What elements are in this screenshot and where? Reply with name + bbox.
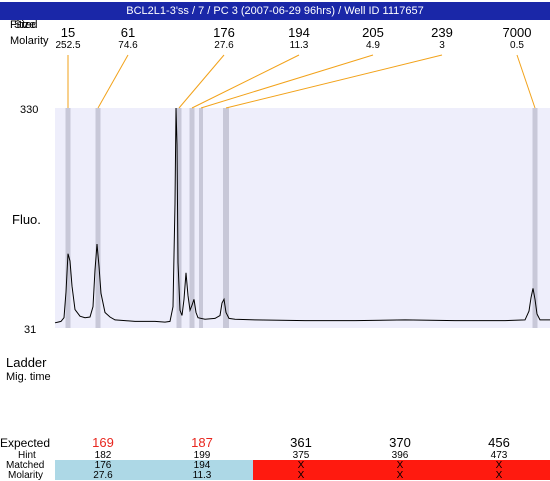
peak-guide-line — [516, 54, 536, 109]
fluorescence-trace — [54, 107, 550, 324]
chart-title: BCL2L1-3'ss / 7 / PC 3 (2007-06-29 96hrs… — [0, 2, 550, 20]
peak-band — [65, 108, 71, 328]
peak-size-label: 176 — [213, 25, 235, 40]
molarity-row-label: Molarity — [8, 470, 44, 481]
peak-guide-line — [200, 54, 374, 109]
peak-guide-lines — [67, 54, 536, 109]
peak-guide-line — [225, 54, 443, 109]
hint-value: 396 — [391, 450, 409, 461]
peak-band — [95, 108, 101, 328]
peak-molarity-label: 4.9 — [366, 40, 380, 51]
peak-band — [223, 108, 229, 328]
peak-size-label: 194 — [288, 25, 310, 40]
peak-size-label: 7000 — [502, 25, 532, 40]
ladder-label: Ladder — [6, 355, 47, 370]
matched-value: 176 — [94, 460, 112, 471]
peak-molarity-label: 0.5 — [510, 40, 524, 51]
peak-molarity-label: 3 — [439, 40, 445, 51]
matched-value: X — [495, 460, 503, 471]
matched-molarity-value: 11.3 — [192, 470, 212, 481]
matched-strip — [55, 460, 253, 480]
hint-label: Hint — [18, 450, 36, 461]
expected-value: 361 — [290, 435, 312, 450]
matched-molarity-value: X — [495, 470, 503, 481]
hint-value: 375 — [292, 450, 310, 461]
mig-time-label: Mig. time — [6, 371, 51, 383]
expected-value: 456 — [488, 435, 510, 450]
y-tick-bottom: 31 — [24, 324, 37, 336]
peak-size-label: 15 — [60, 25, 76, 40]
hint-value: 199 — [193, 450, 211, 461]
peak-size-label: 205 — [362, 25, 384, 40]
expected-value: 169 — [92, 435, 114, 450]
hint-value: 182 — [94, 450, 112, 461]
electropherogram-chart — [54, 54, 550, 328]
peak-guide-line — [97, 54, 129, 109]
molarity-label: Molarity — [10, 35, 49, 47]
matched-value: X — [297, 460, 305, 471]
expected-label: Expected — [0, 436, 51, 450]
peak-size-label: 239 — [431, 25, 453, 40]
matched-value: 194 — [193, 460, 211, 471]
hint-value: 473 — [490, 450, 508, 461]
peak-size-label: 61 — [120, 25, 136, 40]
matched-molarity-value: X — [396, 470, 404, 481]
peak-molarity-label: 74.6 — [118, 40, 138, 51]
matched-value: X — [396, 460, 404, 471]
y-axis-label: Fluo. — [12, 212, 41, 227]
peak-molarity-label: 27.6 — [214, 40, 234, 51]
expected-value: 370 — [389, 435, 411, 450]
peak-guide-line — [191, 54, 300, 109]
peak-band — [532, 108, 538, 328]
peak-molarity-label: 11.3 — [289, 40, 309, 51]
y-tick-top: 330 — [20, 104, 39, 116]
size-label: Size — [14, 19, 36, 31]
peak-guide-line — [178, 54, 225, 109]
peak-band — [199, 108, 203, 328]
matched-label: Matched — [6, 460, 45, 471]
fitted-label: Fitted — [10, 19, 38, 31]
peak-molarity-label: 252.5 — [55, 40, 81, 51]
unmatched-strip — [253, 460, 550, 480]
expected-value: 187 — [191, 435, 213, 450]
peak-band — [176, 108, 182, 328]
peak-bands — [65, 108, 538, 328]
peak-band — [189, 108, 195, 328]
matched-molarity-value: 27.6 — [93, 470, 113, 481]
matched-molarity-value: X — [297, 470, 305, 481]
plot-background — [55, 108, 550, 328]
